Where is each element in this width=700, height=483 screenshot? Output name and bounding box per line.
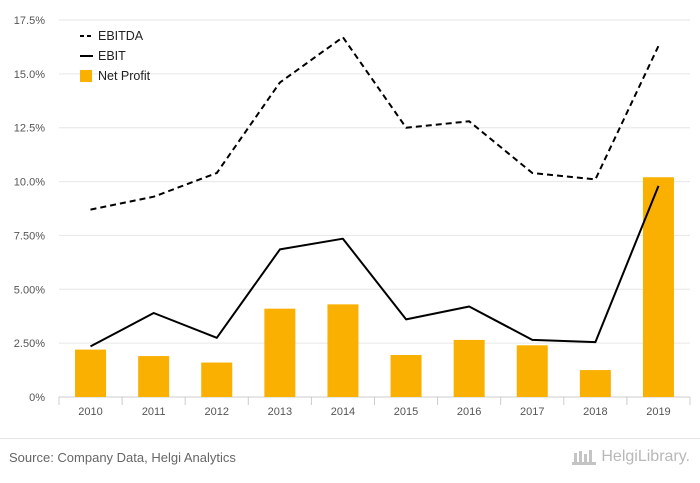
x-tick-label: 2010 — [78, 406, 102, 418]
y-tick-label: 2.50% — [14, 338, 45, 350]
y-tick-label: 7.50% — [14, 230, 45, 242]
source-note: Source: Company Data, Helgi Analytics — [9, 450, 236, 465]
x-tick-label: 2014 — [331, 406, 355, 418]
bar — [579, 370, 611, 397]
bar — [390, 354, 422, 397]
y-tick-label: 17.5% — [14, 15, 45, 27]
x-tick-label: 2019 — [646, 406, 670, 418]
x-axis-ticks: 2010 2011 2012 2013 2014 2015 2016 2017 2018 2019 — [58, 397, 691, 418]
bar — [138, 356, 170, 397]
y-tick-label: 5.00% — [14, 284, 45, 296]
bar — [264, 308, 296, 397]
legend-label: EBITDA — [98, 29, 144, 43]
x-tick-label: 2018 — [583, 406, 607, 418]
bar — [75, 349, 107, 397]
footer-divider — [0, 438, 700, 439]
y-tick-label: 15.0% — [14, 69, 45, 81]
bar — [516, 345, 548, 397]
grid-lines — [59, 19, 690, 398]
x-tick-label: 2017 — [520, 406, 544, 418]
y-tick-label: 0% — [29, 392, 45, 404]
brand-logo: HelgiLibrary. — [571, 448, 690, 466]
ebitda-line — [90, 36, 660, 211]
library-icon — [572, 450, 597, 465]
bar — [327, 304, 359, 397]
line-series — [90, 36, 660, 348]
x-tick-label: 2011 — [142, 406, 166, 418]
brand-name: HelgiLibrary. — [601, 448, 690, 465]
y-tick-label: 10.0% — [14, 177, 45, 189]
legend: EBITDA EBIT Net Profit — [80, 29, 151, 83]
bar — [201, 362, 233, 397]
x-tick-label: 2012 — [205, 406, 229, 418]
x-tick-label: 2016 — [457, 406, 481, 418]
legend-label: Net Profit — [98, 69, 151, 83]
ebit-line — [90, 185, 660, 348]
y-tick-label: 12.5% — [14, 123, 45, 135]
x-tick-label: 2015 — [394, 406, 418, 418]
chart: 0% 2.50% 5.00% 7.50% 10.0% 12.5% 15.0% 17.5% 20… — [14, 15, 691, 418]
bar-series — [75, 177, 674, 397]
x-tick-label: 2013 — [268, 406, 292, 418]
bar — [453, 339, 485, 397]
legend-swatch — [80, 70, 92, 82]
y-axis-ticks: 0% 2.50% 5.00% 7.50% 10.0% 12.5% 15.0% 17.5% — [14, 15, 45, 404]
legend-label: EBIT — [98, 49, 126, 63]
